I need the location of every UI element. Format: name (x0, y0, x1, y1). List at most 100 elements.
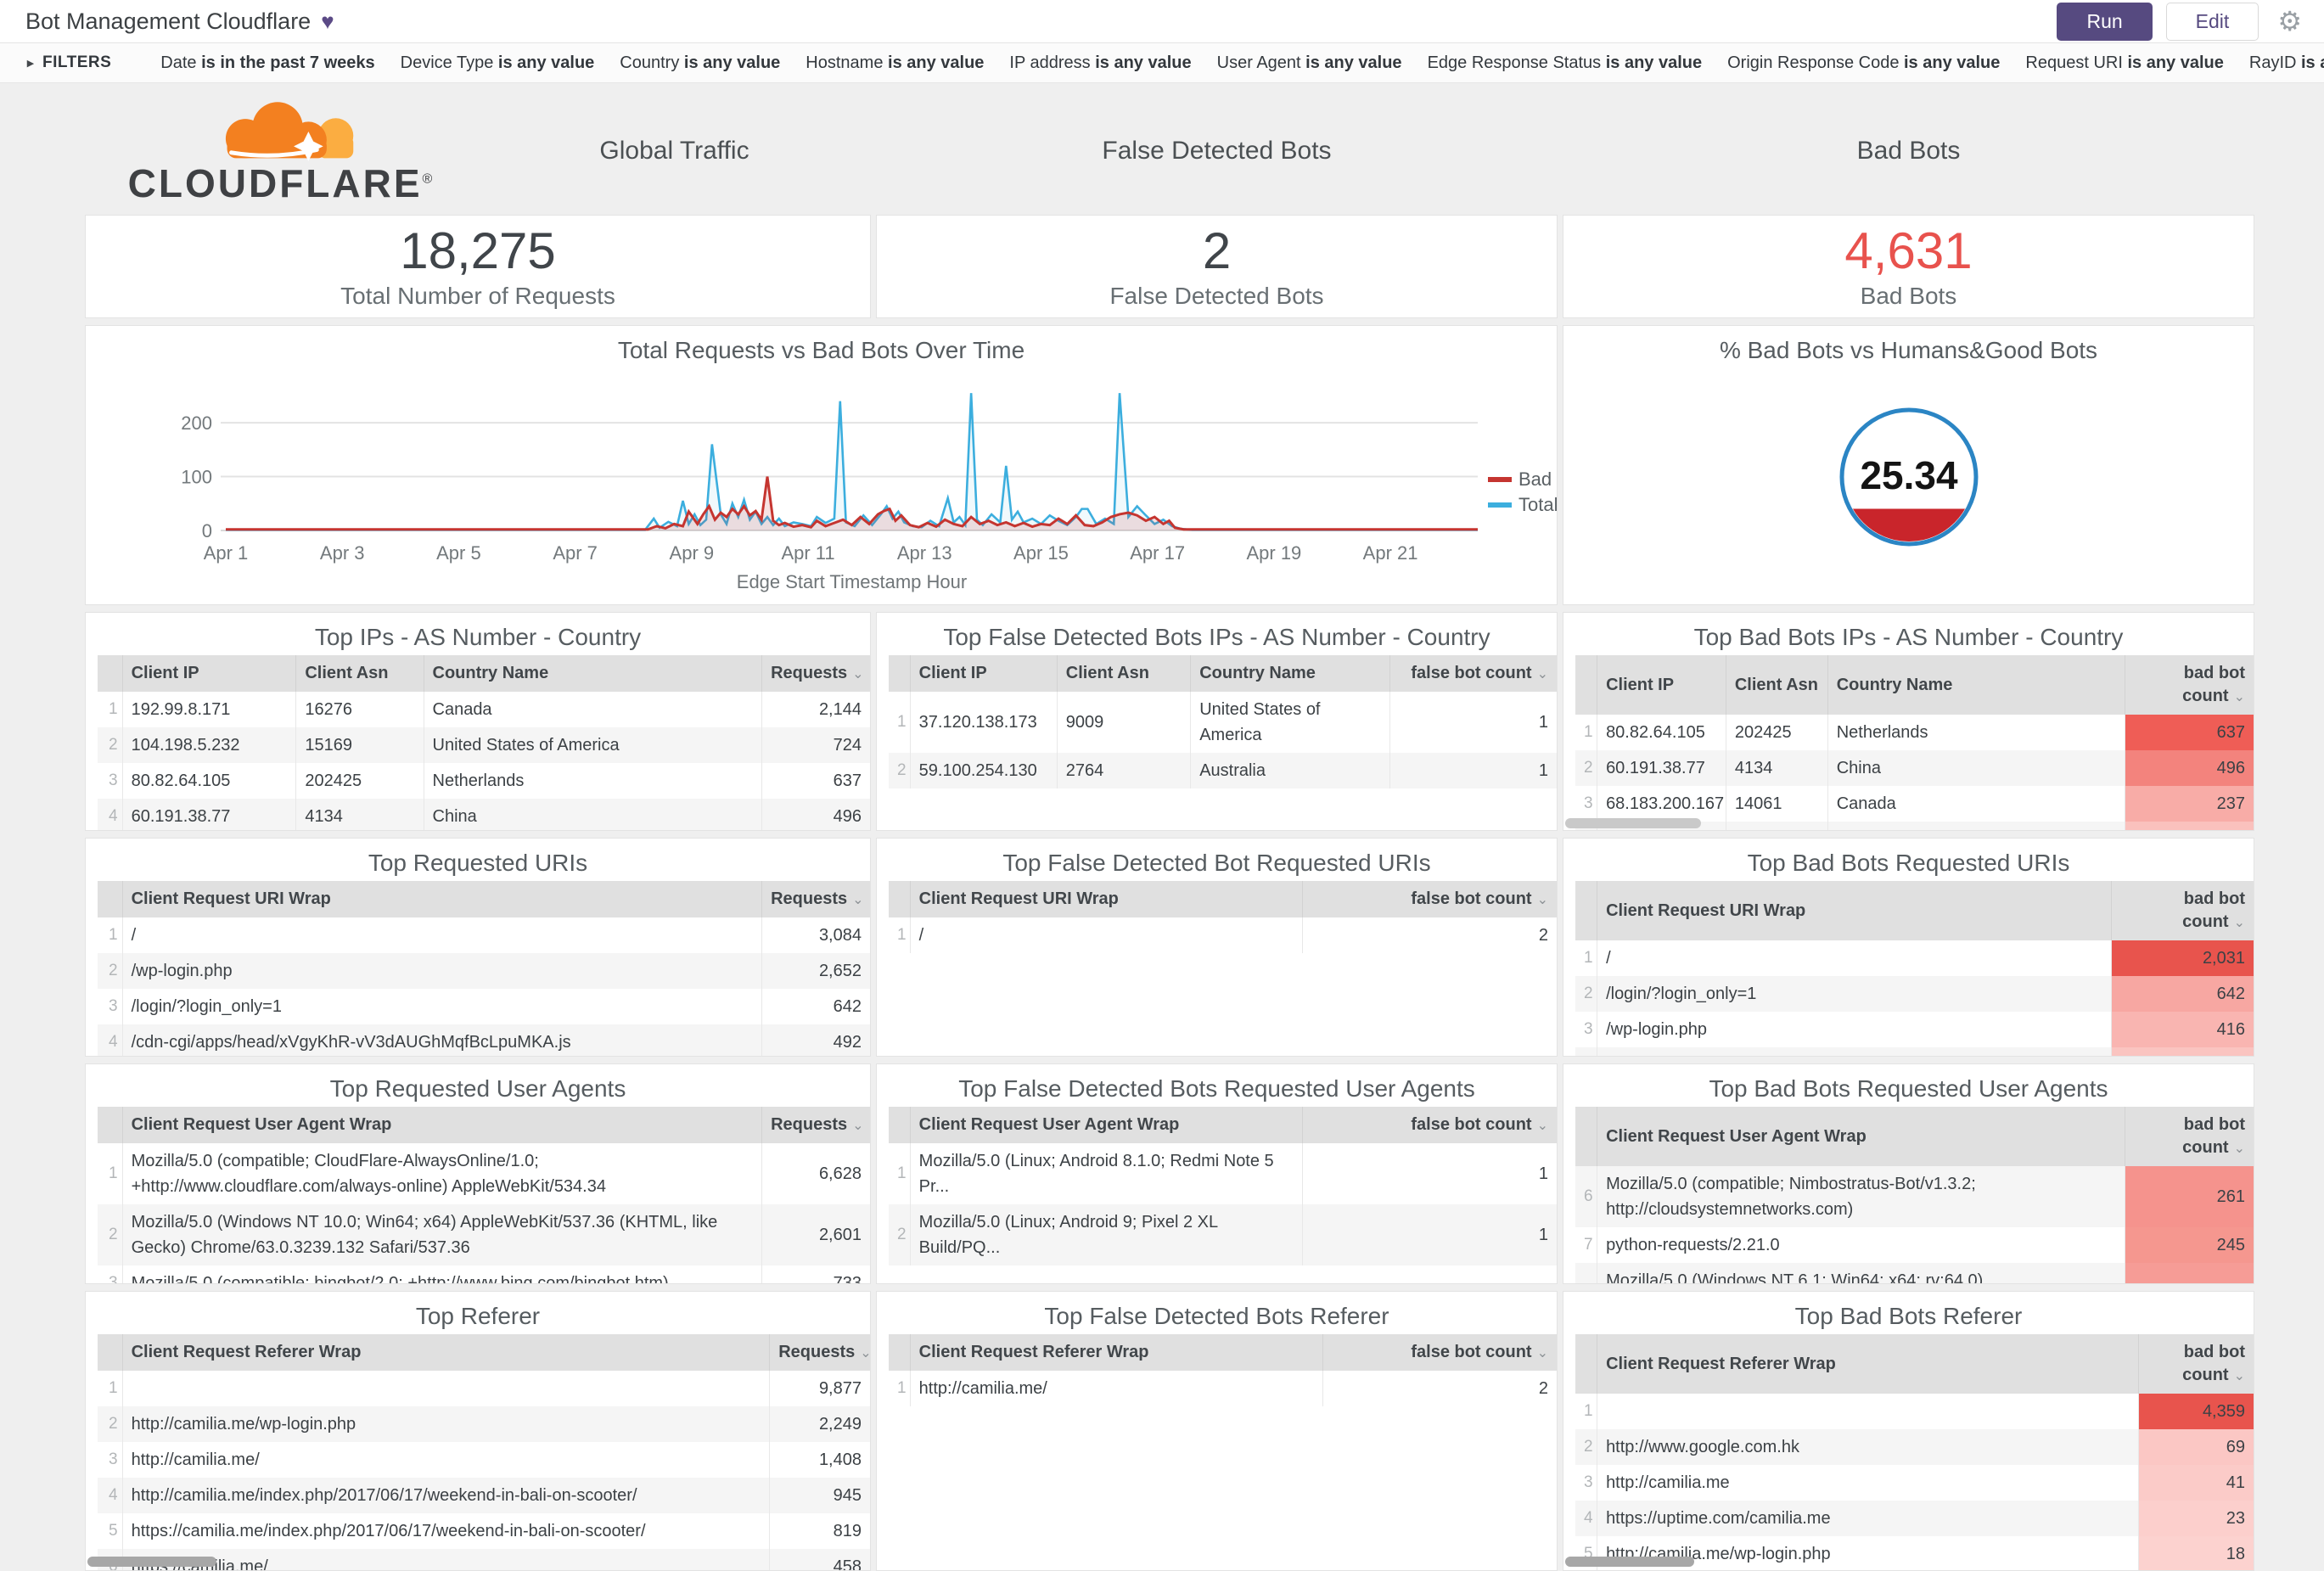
row-index: 2 (109, 1414, 118, 1433)
table-row[interactable]: 3/wp-login.php 416 (1575, 1012, 2254, 1047)
sort-column-header[interactable]: false bot count ⌄ (1389, 655, 1557, 692)
table-row[interactable]: 1 37.120.138.173 9009 United States of Amer… (889, 692, 1557, 753)
column-header[interactable]: Client Request User Agent Wrap (121, 1107, 762, 1143)
value-cell: 496 (2124, 750, 2254, 786)
sort-column-header[interactable]: bad bot count ⌄ (2124, 655, 2254, 715)
table-row[interactable]: 3 68.183.200.167 14061 Canada 237 (1575, 786, 2254, 822)
column-header[interactable]: Client Request User Agent Wrap (1597, 1107, 2125, 1166)
table-row[interactable]: 2/login/?login_only=1 642 (1575, 976, 2254, 1012)
table-row[interactable]: 4 60.191.38.77 4134 China 496 (98, 799, 870, 830)
sort-column-header[interactable]: Requests ⌄ (761, 1107, 870, 1143)
table-row[interactable]: 2 Mozilla/5.0 (Windows NT 10.0; Win64; x6… (98, 1204, 870, 1265)
filter-item[interactable]: Request URI is any value (2025, 53, 2223, 72)
column-header[interactable]: Client Request URI Wrap (909, 881, 1303, 917)
legend-item[interactable]: Total Requests (1518, 494, 1557, 515)
filter-item[interactable]: Origin Response Code is any value (1727, 53, 2000, 72)
horizontal-scrollbar-thumb[interactable] (87, 1557, 216, 1567)
table-row[interactable]: 7 python-requests/2.21.0 245 (1575, 1227, 2254, 1263)
table-row[interactable]: 3 http://camilia.me 41 (1575, 1465, 2254, 1501)
sort-column-header[interactable]: bad bot count ⌄ (2110, 881, 2254, 940)
table-row[interactable]: 6 Mozilla/5.0 (compatible; Nimbostratus-B… (1575, 1166, 2254, 1227)
column-header[interactable]: Client IP (909, 655, 1058, 692)
sort-column-header[interactable]: Requests ⌄ (761, 655, 870, 692)
table-row[interactable]: 1 9,877 (98, 1371, 870, 1406)
column-header[interactable]: Client Asn (295, 655, 424, 692)
sort-column-header[interactable]: false bot count ⌄ (1302, 881, 1557, 917)
filter-item[interactable]: IP address is any value (1009, 53, 1191, 72)
row-index: 4 (1584, 1508, 1593, 1527)
row-index: 2 (109, 1225, 118, 1243)
table-row[interactable]: 3/login/?login_only=1 642 (98, 989, 870, 1024)
column-header[interactable]: Client Request URI Wrap (121, 881, 762, 917)
row-index: 3 (1584, 1473, 1593, 1491)
column-header[interactable]: Client IP (1597, 655, 1726, 715)
table-row[interactable]: 4 http://camilia.me/index.php/2017/06/17/… (98, 1478, 870, 1513)
edit-button[interactable]: Edit (2165, 2, 2259, 41)
table-row[interactable]: 1 Mozilla/5.0 (Linux; Android 8.1.0; Redm… (889, 1143, 1557, 1204)
filter-op: is any value (888, 53, 985, 72)
data-table: Client IP Client Asn Country Name Requests ⌄… (98, 655, 870, 830)
sort-column-header[interactable]: false bot count ⌄ (1302, 1107, 1557, 1143)
column-header[interactable]: Client Request URI Wrap (1597, 881, 2112, 940)
table-row[interactable]: 5 https://camilia.me/index.php/2017/06/17… (98, 1513, 870, 1549)
filter-item[interactable]: RayID is any value (2249, 53, 2324, 72)
column-header[interactable]: Client Request User Agent Wrap (909, 1107, 1303, 1143)
table-row[interactable]: 2 http://www.google.com.hk 69 (1575, 1429, 2254, 1465)
filter-item[interactable]: Hostname is any value (806, 53, 984, 72)
table-row[interactable]: 2 http://camilia.me/wp-login.php 2,249 (98, 1406, 870, 1442)
table-row[interactable]: 4/cdn-cgi/apps/head/xVgyKhR-vV3dAUGhMqfB… (98, 1024, 870, 1056)
sort-column-header[interactable]: bad bot count ⌄ (2137, 1334, 2254, 1394)
row-index: 4 (109, 806, 118, 825)
table-row[interactable]: 2/wp-login.php 2,652 (98, 953, 870, 989)
table-row[interactable]: 1 http://camilia.me/2 (889, 1371, 1557, 1406)
x-tick-label: Apr 21 (1363, 542, 1418, 564)
filter-item[interactable]: Edge Response Status is any value (1428, 53, 1703, 72)
filters-toggle[interactable]: ▸ FILTERS (27, 53, 111, 72)
table-row[interactable]: 4 https://uptime.com/camilia.me 23 (1575, 1501, 2254, 1536)
table-row[interactable]: 1 Mozilla/5.0 (compatible; CloudFlare-Alw… (98, 1143, 870, 1204)
sort-column-header[interactable]: bad bot count ⌄ (2124, 1107, 2254, 1166)
sort-column-header[interactable]: Requests ⌄ (761, 881, 870, 917)
table-row[interactable]: 2 59.100.254.130 2764 Australia 1 (889, 753, 1557, 788)
table-row[interactable]: 1 4,359 (1575, 1394, 2254, 1429)
table-row[interactable]: 1/2,031 (1575, 940, 2254, 976)
column-header[interactable]: Client Request Referer Wrap (121, 1334, 770, 1371)
run-button[interactable]: Run (2057, 2, 2153, 41)
table-row[interactable]: 4/wp-admin/admin-ajax.php243 (1575, 1047, 2254, 1056)
table-row[interactable]: 3 Mozilla/5.0 (compatible; bingbot/2.0; +… (98, 1265, 870, 1283)
column-header[interactable]: Client Asn (1056, 655, 1191, 692)
table-row[interactable]: 2 Mozilla/5.0 (Linux; Android 9; Pixel 2 … (889, 1204, 1557, 1265)
sort-caret-icon: ⌄ (1536, 1119, 1548, 1133)
sort-column-label: count (2182, 687, 2229, 705)
column-header[interactable]: Country Name (423, 655, 762, 692)
filter-item[interactable]: Device Type is any value (401, 53, 595, 72)
legend-item[interactable]: Bad Bots (1518, 468, 1557, 490)
table-row[interactable]: 3 80.82.64.105 202425 Netherlands 637 (98, 763, 870, 799)
sort-column-header[interactable]: false bot count ⌄ (1322, 1334, 1557, 1371)
column-header[interactable]: Country Name (1827, 655, 2125, 715)
horizontal-scrollbar-thumb[interactable] (1565, 818, 1701, 828)
cell: 104.198.5.232 (121, 727, 296, 763)
column-header[interactable]: Country Name (1190, 655, 1390, 692)
table-row[interactable]: 2 60.191.38.77 4134 China 496 (1575, 750, 2254, 786)
cell: / (909, 917, 1303, 953)
value-cell: 41 (2137, 1465, 2254, 1501)
table-row[interactable]: 8Mozilla/5.0 (Windows NT 6.1; Win64; x64… (1575, 1263, 2254, 1283)
table-row[interactable]: 1/3,084 (98, 917, 870, 953)
filter-item[interactable]: User Agent is any value (1217, 53, 1402, 72)
filter-item[interactable]: Date is in the past 7 weeks (160, 53, 374, 72)
column-header[interactable]: Client Asn (1725, 655, 1828, 715)
table-row[interactable]: 1/2 (889, 917, 1557, 953)
table-row[interactable]: 1 80.82.64.105 202425 Netherlands 637 (1575, 715, 2254, 750)
table-row[interactable]: 3 http://camilia.me/1,408 (98, 1442, 870, 1478)
gear-icon[interactable]: ⚙ (2277, 6, 2302, 36)
horizontal-scrollbar-thumb[interactable] (1565, 1557, 1694, 1567)
table-row[interactable]: 2 104.198.5.232 15169 United States of Amer… (98, 727, 870, 763)
column-header[interactable]: Client Request Referer Wrap (909, 1334, 1323, 1371)
sort-column-header[interactable]: Requests ⌄ (769, 1334, 870, 1371)
table-row[interactable]: 1 192.99.8.171 16276 Canada 2,144 (98, 692, 870, 727)
column-header[interactable]: Client Request Referer Wrap (1597, 1334, 2139, 1394)
value-cell: 642 (761, 989, 870, 1024)
filter-item[interactable]: Country is any value (620, 53, 780, 72)
column-header[interactable]: Client IP (121, 655, 296, 692)
